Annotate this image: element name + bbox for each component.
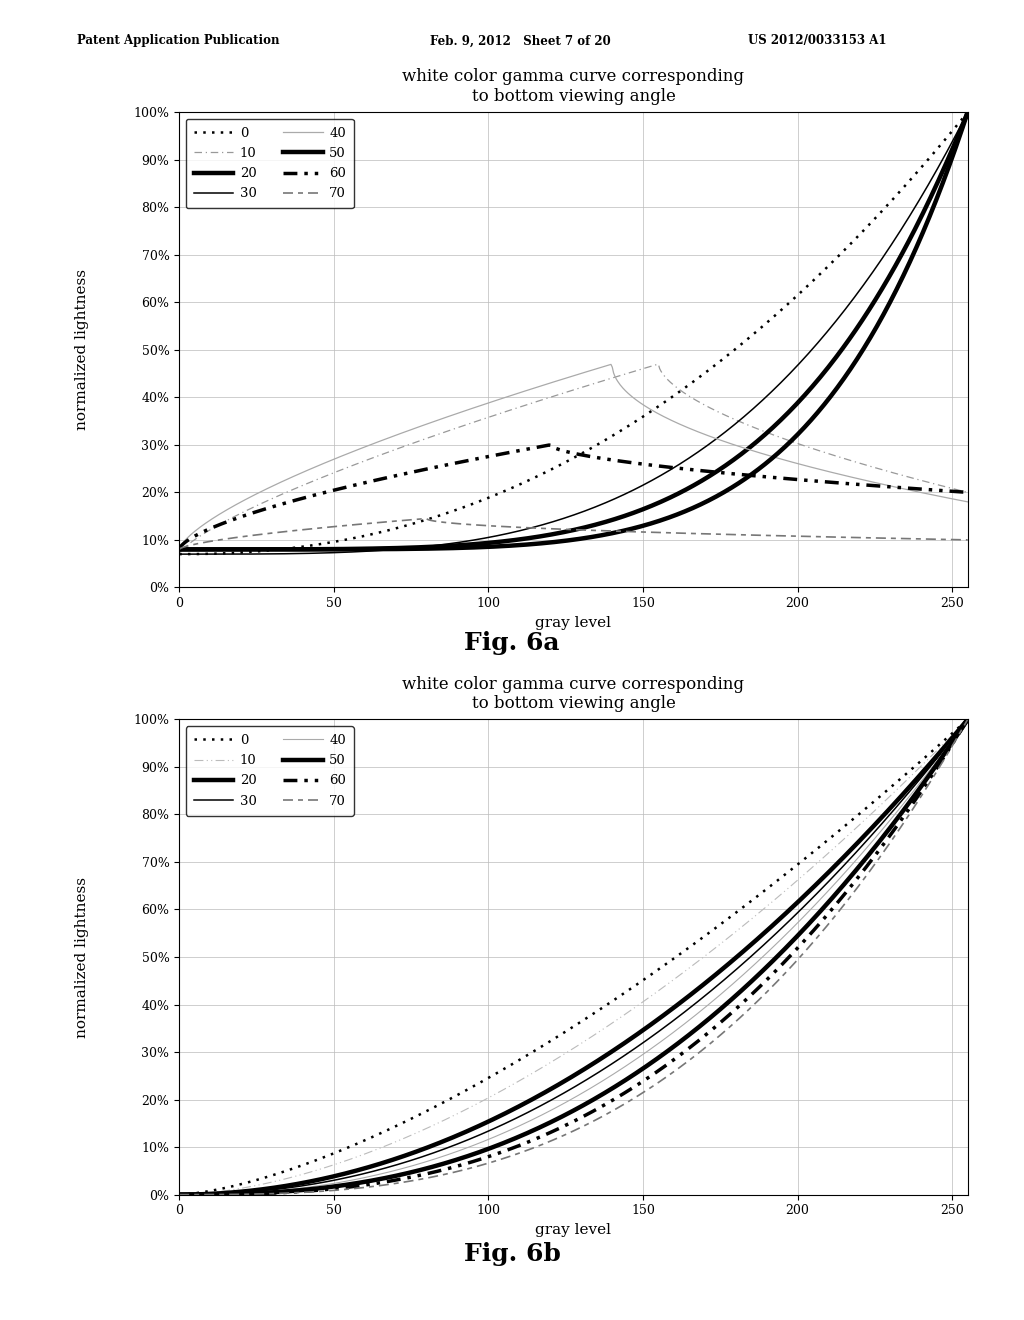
Legend: 0, 10, 20, 30, 40, 50, 60, 70: 0, 10, 20, 30, 40, 50, 60, 70 (185, 119, 354, 209)
Text: Patent Application Publication: Patent Application Publication (77, 34, 280, 48)
Title: white color gamma curve corresponding
to bottom viewing angle: white color gamma curve corresponding to… (402, 69, 744, 106)
Legend: 0, 10, 20, 30, 40, 50, 60, 70: 0, 10, 20, 30, 40, 50, 60, 70 (185, 726, 354, 816)
X-axis label: gray level: gray level (536, 615, 611, 630)
Y-axis label: normalized lightness: normalized lightness (75, 876, 88, 1038)
Y-axis label: normalized lightness: normalized lightness (75, 269, 88, 430)
X-axis label: gray level: gray level (536, 1222, 611, 1237)
Text: Fig. 6a: Fig. 6a (464, 631, 560, 655)
Text: Feb. 9, 2012   Sheet 7 of 20: Feb. 9, 2012 Sheet 7 of 20 (430, 34, 611, 48)
Text: Fig. 6b: Fig. 6b (464, 1242, 560, 1266)
Text: US 2012/0033153 A1: US 2012/0033153 A1 (748, 34, 886, 48)
Title: white color gamma curve corresponding
to bottom viewing angle: white color gamma curve corresponding to… (402, 676, 744, 713)
